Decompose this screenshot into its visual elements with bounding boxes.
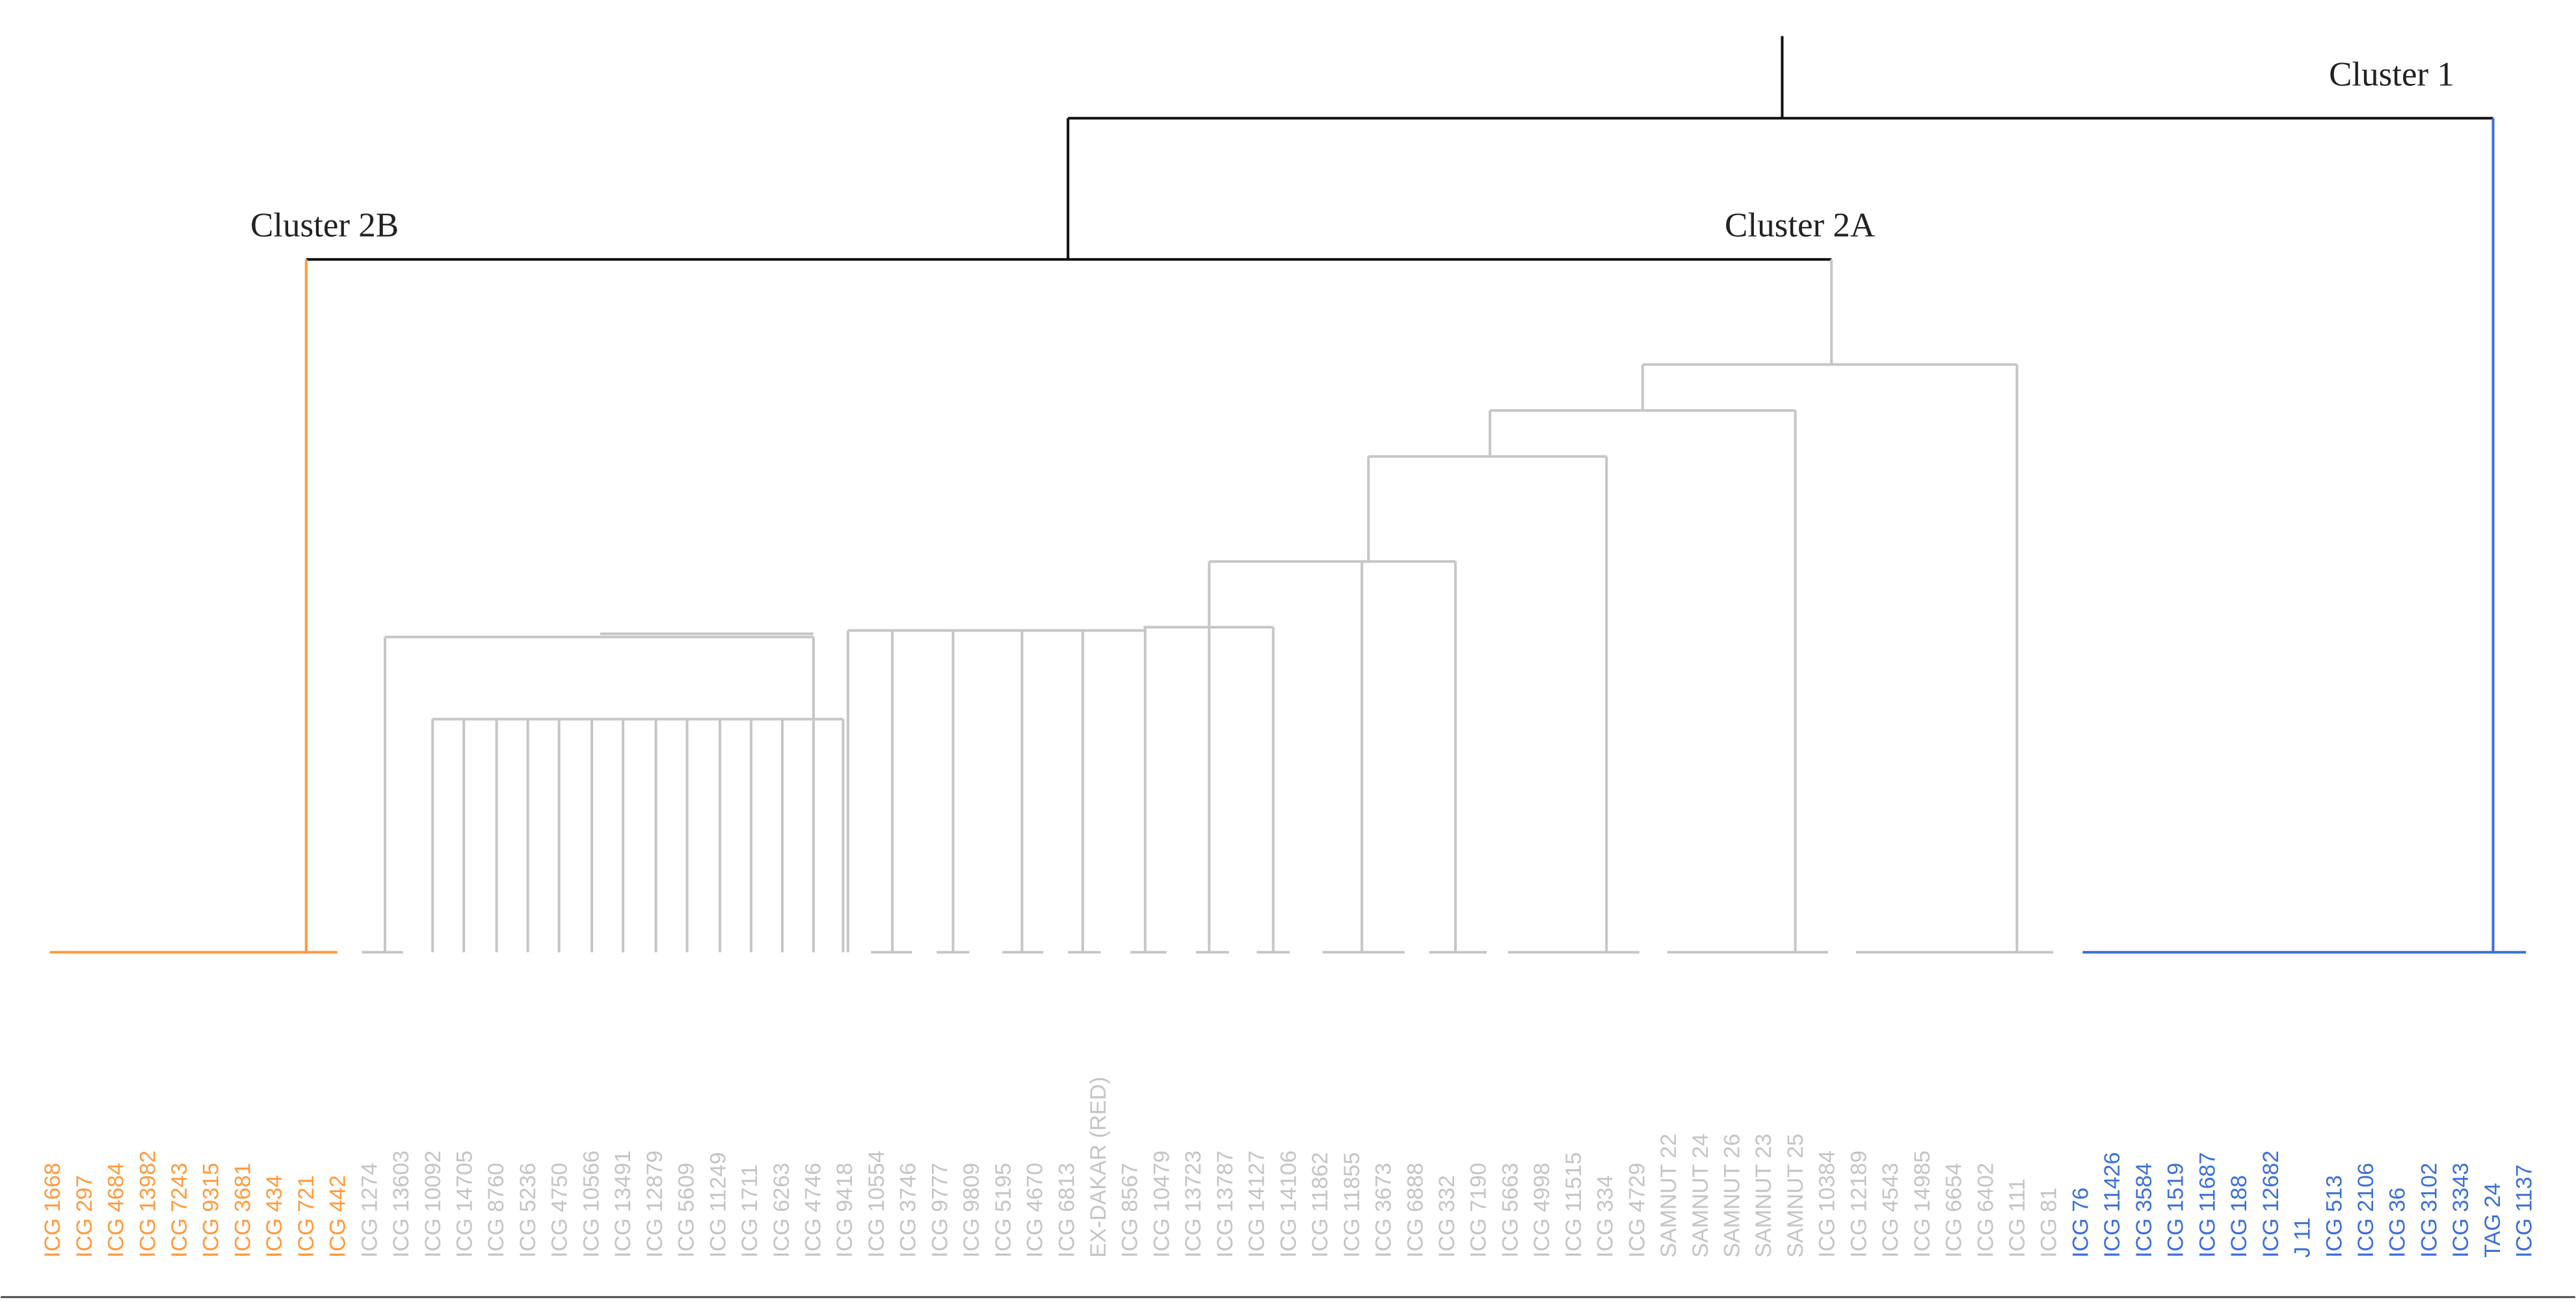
leaf-label: ICG 13603 [389, 1150, 414, 1258]
leaf-label: ICG 1711 [737, 1164, 762, 1257]
leaf-label: ICG 13723 [1181, 1150, 1206, 1258]
leaf-label: ICG 6263 [769, 1163, 794, 1258]
leaf-label: ICG 9777 [927, 1163, 952, 1258]
leaf-label: ICG 9809 [959, 1163, 984, 1258]
leaf-label: ICG 13982 [135, 1150, 160, 1258]
leaf-label: TAG 24 [2480, 1183, 2505, 1258]
leaf-label: ICG 13787 [1213, 1150, 1238, 1258]
leaf-label: ICG 334 [1593, 1175, 1618, 1258]
leaf-label: ICG 10092 [421, 1150, 445, 1258]
leaf-label: ICG 10566 [579, 1150, 604, 1258]
leaf-label: ICG 11426 [2100, 1152, 2125, 1258]
leaf-label: EX-DAKAR (RED) [1086, 1076, 1111, 1257]
leaf-label: ICG 11687 [2195, 1152, 2220, 1258]
leaf-label: ICG 4746 [801, 1163, 825, 1258]
leaf-label: ICG 442 [326, 1175, 351, 1258]
leaf-label: ICG 513 [2322, 1175, 2346, 1258]
leaf-label: ICG 7243 [167, 1163, 192, 1258]
leaf-label: ICG 111 [2005, 1178, 2030, 1258]
leaf-label: ICG 36 [2385, 1188, 2410, 1258]
root-branches [306, 36, 2493, 261]
leaf-label: ICG 5195 [991, 1163, 1016, 1258]
leaf-label: ICG 4543 [1878, 1163, 1903, 1258]
leaf-label: SAMNUT 22 [1656, 1134, 1681, 1258]
leaf-label: ICG 7190 [1467, 1163, 1491, 1258]
cluster-label: Cluster 2B [250, 207, 399, 245]
leaf-label: ICG 6654 [1942, 1163, 1967, 1258]
leaf-label: ICG 4670 [1023, 1163, 1048, 1258]
leaf-label: SAMNUT 25 [1783, 1134, 1808, 1258]
leaf-label: ICG 8567 [1118, 1163, 1143, 1258]
leaf-label: ICG 10554 [864, 1150, 889, 1258]
leaf-label: ICG 10479 [1149, 1150, 1174, 1258]
leaf-label: ICG 3584 [2132, 1163, 2157, 1258]
leaf-label: ICG 14985 [1910, 1150, 1935, 1258]
leaf-label: ICG 11249 [706, 1152, 730, 1258]
leaf-label: ICG 4750 [548, 1163, 572, 1258]
leaf-label: ICG 5663 [1498, 1163, 1522, 1258]
leaf-label: ICG 2106 [2354, 1163, 2378, 1258]
leaf-label: ICG 4998 [1530, 1163, 1554, 1258]
leaf-label: ICG 5236 [516, 1163, 540, 1258]
leaf-label: ICG 12189 [1846, 1150, 1871, 1258]
leaf-label: ICG 3343 [2449, 1163, 2473, 1258]
leaf-label: ICG 4729 [1625, 1163, 1649, 1258]
leaf-label: ICG 434 [262, 1175, 287, 1258]
leaf-label: ICG 9418 [832, 1163, 857, 1258]
leaf-label: ICG 3681 [230, 1163, 255, 1258]
leaf-label: ICG 297 [72, 1175, 97, 1258]
cluster-label: Cluster 1 [2329, 55, 2454, 93]
leaf-label: ICG 12682 [2259, 1150, 2283, 1258]
cluster-1-branch [2082, 118, 2527, 954]
leaf-label: ICG 10384 [1815, 1150, 1840, 1258]
leaf-label: ICG 8760 [484, 1163, 509, 1258]
leaf-label: ICG 13491 [611, 1150, 635, 1258]
leaf-label: ICG 81 [2037, 1188, 2062, 1258]
leaf-labels: ICG 1668 ICG 297 ICG 4684 ICG 13982 ICG 7243… [40, 1076, 2537, 1257]
leaf-label: ICG 14106 [1276, 1150, 1301, 1258]
leaf-label: ICG 3673 [1372, 1163, 1396, 1258]
cluster-2a-branches [362, 259, 2053, 954]
leaf-label: ICG 1137 [2512, 1164, 2537, 1257]
leaf-label: ICG 1274 [357, 1163, 382, 1258]
leaf-label: ICG 1519 [2164, 1163, 2188, 1258]
leaf-label: ICG 188 [2227, 1175, 2251, 1258]
leaf-label: ICG 721 [294, 1175, 319, 1258]
leaf-label: ICG 5609 [674, 1163, 699, 1258]
leaf-label: ICG 1668 [40, 1163, 65, 1258]
leaf-label: ICG 3102 [2417, 1163, 2441, 1258]
leaf-label: ICG 332 [1435, 1175, 1459, 1258]
leaf-label: SAMNUT 23 [1751, 1134, 1776, 1258]
leaf-label: ICG 14705 [453, 1150, 477, 1258]
leaf-label: ICG 3746 [896, 1163, 921, 1258]
leaf-label: ICG 6402 [1973, 1163, 1998, 1258]
leaf-label: ICG 6888 [1403, 1163, 1427, 1258]
cluster-2b-branch [49, 259, 338, 954]
leaf-label: ICG 4684 [104, 1163, 129, 1258]
leaf-label: ICG 9315 [199, 1163, 224, 1258]
leaf-label: ICG 12879 [643, 1150, 667, 1258]
leaf-label: SAMNUT 26 [1720, 1134, 1745, 1258]
leaf-label: ICG 11515 [1561, 1152, 1586, 1258]
leaf-label: ICG 11862 [1308, 1152, 1333, 1258]
cluster-label: Cluster 2A [1725, 207, 1875, 245]
leaf-label: J 11 [2291, 1217, 2315, 1258]
leaf-label: ICG 14127 [1245, 1150, 1269, 1258]
leaf-label: ICG 76 [2068, 1188, 2093, 1258]
leaf-label: SAMNUT 24 [1688, 1134, 1713, 1258]
leaf-label: ICG 6813 [1054, 1163, 1079, 1258]
leaf-label: ICG 11855 [1340, 1152, 1364, 1258]
